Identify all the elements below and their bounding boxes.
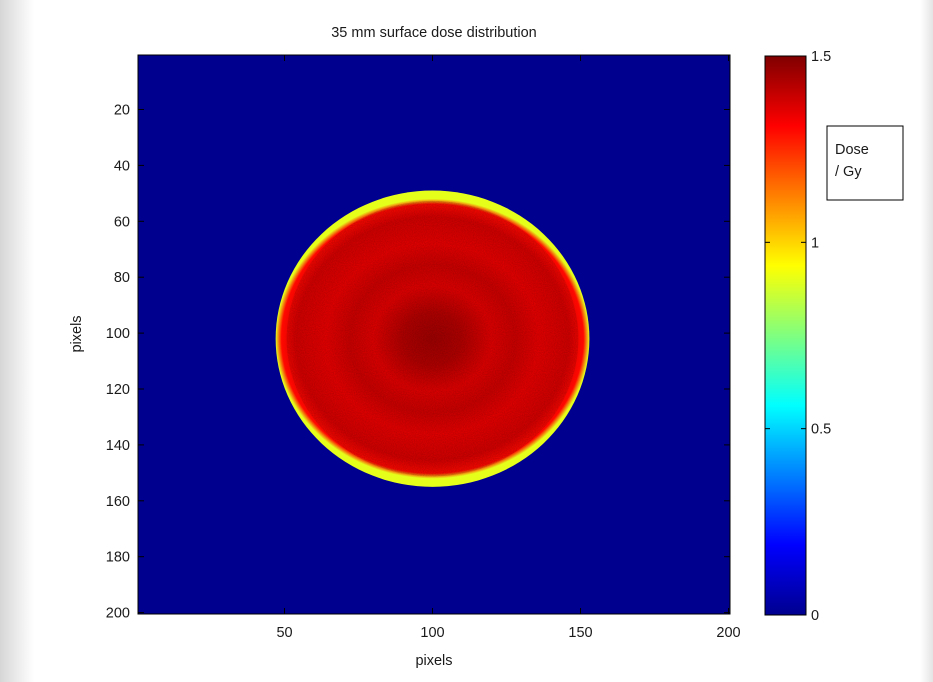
colorbar-tick-label: 1.5 bbox=[811, 49, 831, 65]
colorbar-gradient bbox=[764, 55, 807, 616]
y-tick-label: 140 bbox=[106, 438, 130, 454]
colorbar-unit-line1: Dose bbox=[835, 142, 869, 158]
y-tick-label: 40 bbox=[114, 158, 130, 174]
y-axis-ticks: 20 40 60 80 100 120 140 160 180 200 bbox=[106, 103, 730, 622]
y-tick-label: 180 bbox=[106, 550, 130, 566]
y-tick-label: 60 bbox=[114, 214, 130, 230]
colorbar: 0 0.5 1 1.5 bbox=[764, 49, 831, 624]
x-tick-label: 200 bbox=[716, 625, 740, 641]
colorbar-unit-box: Dose / Gy bbox=[826, 125, 904, 201]
y-tick-label: 120 bbox=[106, 382, 130, 398]
heatmap-plot: 50 100 150 200 20 40 60 80 100 120 140 160 180 200 bbox=[106, 54, 741, 641]
colorbar-tick-label: 0.5 bbox=[811, 422, 831, 438]
y-axis-label: pixels bbox=[69, 315, 85, 352]
colorbar-tick-label: 1 bbox=[811, 235, 819, 251]
chart-title: 35 mm surface dose distribution bbox=[331, 25, 537, 41]
x-axis-ticks: 50 100 150 200 bbox=[276, 55, 741, 641]
y-tick-label: 160 bbox=[106, 494, 130, 510]
x-axis-label: pixels bbox=[415, 653, 452, 669]
dose-field-texture bbox=[286, 200, 579, 477]
x-tick-label: 100 bbox=[420, 625, 444, 641]
colorbar-ticks: 0 0.5 1 1.5 bbox=[765, 49, 831, 624]
y-tick-label: 80 bbox=[114, 270, 130, 286]
plot-frame bbox=[137, 54, 731, 615]
colorbar-tick-label: 0 bbox=[811, 608, 819, 624]
y-tick-label: 20 bbox=[114, 103, 130, 119]
y-tick-label: 200 bbox=[106, 606, 130, 622]
x-tick-label: 150 bbox=[568, 625, 592, 641]
y-tick-label: 100 bbox=[106, 326, 130, 342]
x-tick-label: 50 bbox=[276, 625, 292, 641]
colorbar-unit-line2: / Gy bbox=[835, 164, 862, 180]
